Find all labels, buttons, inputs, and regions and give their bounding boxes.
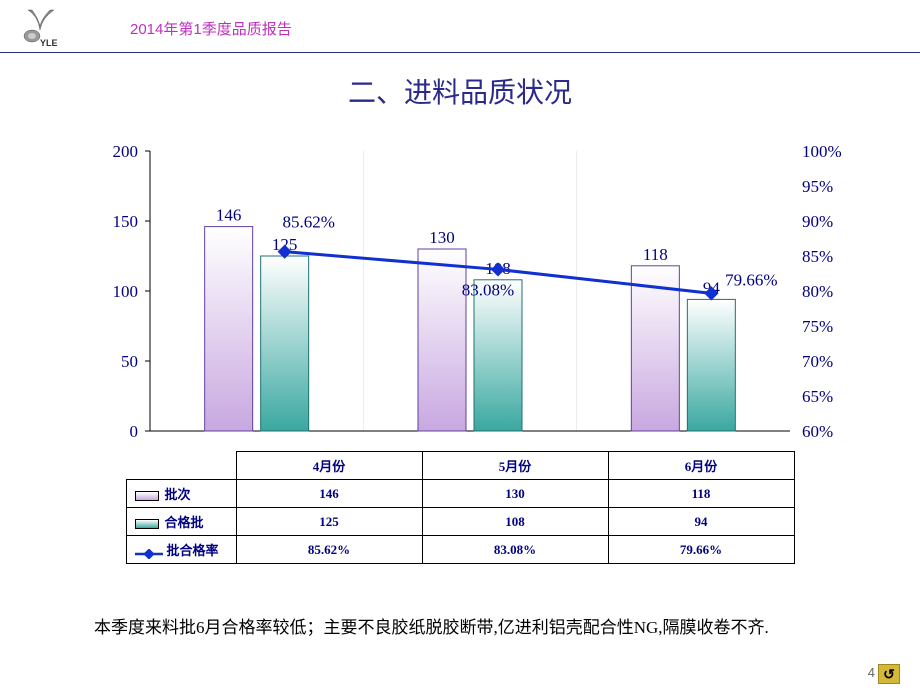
col-header: 5月份 [422, 452, 608, 480]
svg-text:83.08%: 83.08% [462, 280, 514, 299]
logo: YLE [20, 8, 70, 48]
svg-text:70%: 70% [802, 352, 833, 371]
col-header: 4月份 [236, 452, 422, 480]
svg-text:200: 200 [113, 142, 139, 161]
table-row: 批合格率 85.62% 83.08% 79.66% [126, 536, 794, 564]
data-table: 4月份 5月份 6月份 批次 146 130 118 合格批 125 108 9… [126, 451, 795, 564]
chart: 0 50 100 150 200 60% 65% 70% 75% 80% 85% 90% 95% 100%… [50, 131, 870, 451]
slide-title: 二、进料品质状况 [0, 71, 920, 111]
header-bar: YLE 2014年第1季度品质报告 [0, 0, 920, 53]
svg-text:85%: 85% [802, 247, 833, 266]
cell: 130 [422, 480, 608, 508]
cell: 125 [236, 508, 422, 536]
table-row: 合格批 125 108 94 [126, 508, 794, 536]
cell: 85.62% [236, 536, 422, 564]
svg-text:150: 150 [113, 212, 139, 231]
cell: 108 [422, 508, 608, 536]
cell: 83.08% [422, 536, 608, 564]
svg-text:100: 100 [113, 282, 139, 301]
row-head-label: 批次 [165, 487, 191, 502]
cell: 94 [608, 508, 794, 536]
col-header: 6月份 [608, 452, 794, 480]
svg-text:95%: 95% [802, 177, 833, 196]
table-header-row: 4月份 5月份 6月份 [126, 452, 794, 480]
report-title: 2014年第1季度品质报告 [130, 18, 292, 39]
svg-text:75%: 75% [802, 317, 833, 336]
svg-text:130: 130 [429, 228, 455, 247]
row-head-label: 合格批 [165, 515, 204, 530]
cell: 79.66% [608, 536, 794, 564]
svg-text:80%: 80% [802, 282, 833, 301]
svg-text:79.66%: 79.66% [725, 270, 777, 289]
svg-text:90%: 90% [802, 212, 833, 231]
body-text: 本季度来料批6月合格率较低；主要不良胶纸脱胶断带,亿进利铝壳配合性NG,隔膜收卷… [60, 614, 860, 641]
svg-text:50: 50 [121, 352, 138, 371]
cell: 146 [236, 480, 422, 508]
return-icon[interactable]: ↺ [878, 664, 900, 684]
row-head-label: 批合格率 [167, 543, 219, 558]
svg-text:YLE: YLE [40, 38, 58, 48]
svg-text:146: 146 [216, 206, 242, 225]
svg-text:60%: 60% [802, 422, 833, 441]
svg-text:85.62%: 85.62% [282, 213, 334, 232]
cell: 118 [608, 480, 794, 508]
svg-text:0: 0 [130, 422, 139, 441]
table-row: 批次 146 130 118 [126, 480, 794, 508]
svg-text:100%: 100% [802, 142, 842, 161]
svg-text:65%: 65% [802, 387, 833, 406]
page-number: 4 [868, 665, 875, 680]
svg-text:118: 118 [643, 245, 668, 264]
